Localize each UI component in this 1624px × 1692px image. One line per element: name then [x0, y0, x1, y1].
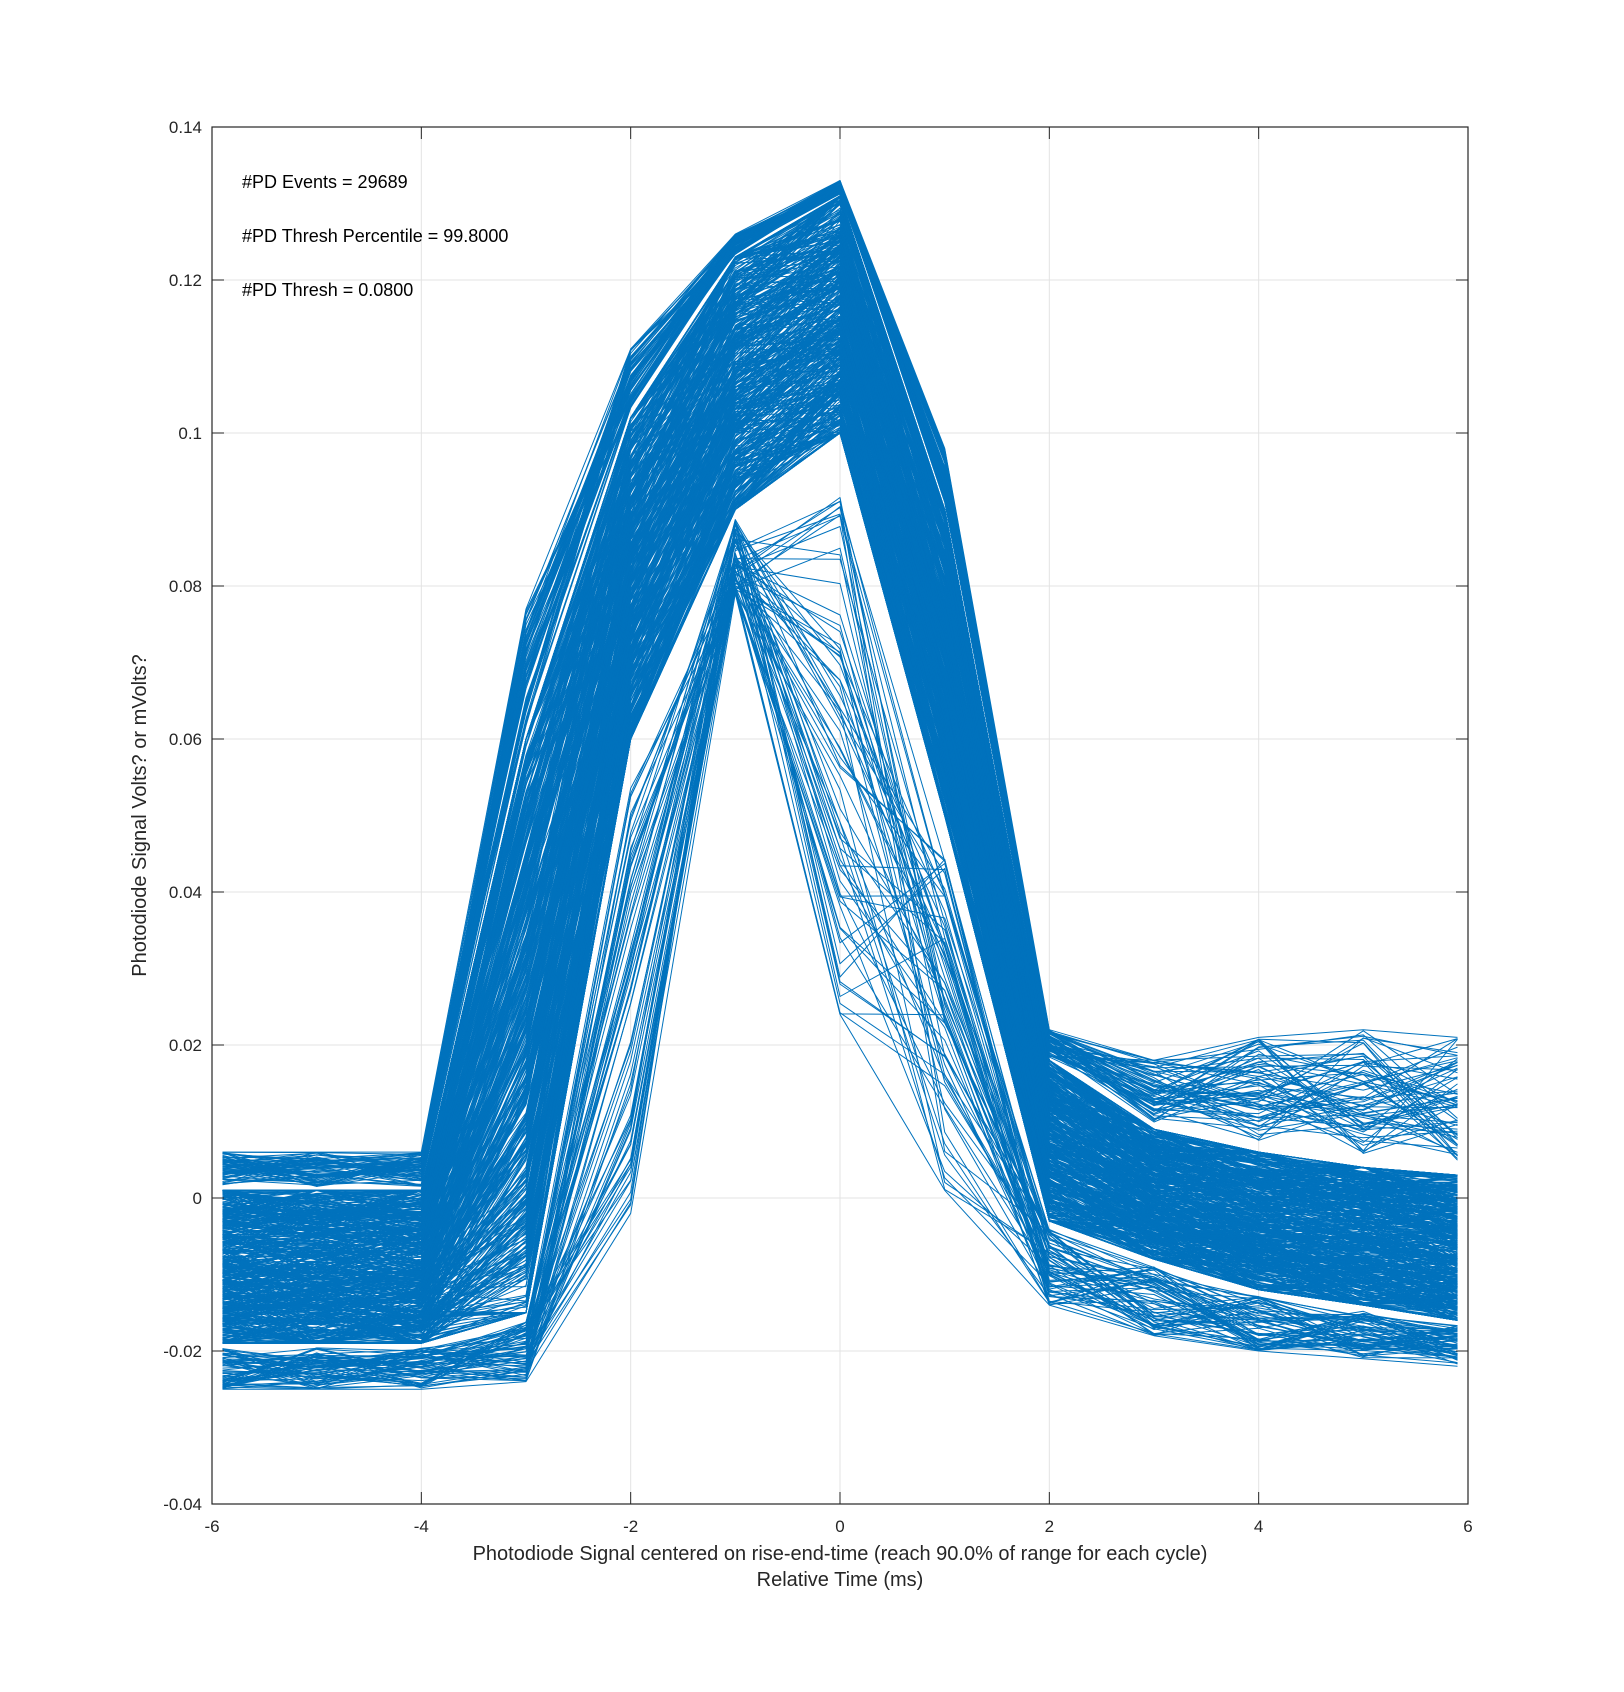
- series-line: [222, 558, 1458, 1382]
- series-line: [222, 284, 1458, 1279]
- series-line: [222, 522, 1458, 1383]
- series-lines: [222, 180, 1458, 1390]
- x-tick-label: -6: [204, 1517, 219, 1536]
- y-tick-label: 0.06: [169, 730, 202, 749]
- series-line: [222, 317, 1458, 1301]
- series-line: [222, 390, 1458, 1315]
- x-tick-label: 6: [1463, 1517, 1472, 1536]
- series-line: [222, 299, 1458, 1276]
- series-line: [222, 326, 1458, 1305]
- series-line: [222, 268, 1458, 1228]
- series-line: [222, 582, 1458, 1367]
- series-line: [222, 345, 1458, 1283]
- series-line: [222, 392, 1458, 1331]
- series-line: [222, 211, 1458, 1224]
- series-line: [222, 280, 1458, 1278]
- series-line: [222, 528, 1458, 1389]
- series-line: [222, 255, 1458, 1245]
- series-line: [222, 192, 1458, 1178]
- series-line: [222, 577, 1458, 1381]
- series-line: [222, 216, 1458, 1240]
- series-line: [222, 388, 1458, 1340]
- y-tick-label: -0.04: [163, 1495, 202, 1514]
- series-line: [222, 265, 1458, 1258]
- series-line: [222, 367, 1458, 1294]
- series-line: [222, 553, 1458, 1369]
- series-line: [222, 272, 1458, 1255]
- x-tick-label: 2: [1045, 1517, 1054, 1536]
- series-line: [222, 593, 1458, 1390]
- series-line: [222, 533, 1458, 1389]
- series-line: [222, 288, 1458, 1239]
- y-tick-label: 0: [193, 1189, 202, 1208]
- series-line: [222, 531, 1458, 1378]
- series-line: [222, 422, 1458, 1332]
- x-tick-labels: -6 -4 -2 0 2 4 6: [204, 1517, 1472, 1536]
- y-tick-label: -0.02: [163, 1342, 202, 1361]
- x-axis-sublabel: Relative Time (ms): [757, 1569, 924, 1591]
- series-line: [222, 190, 1458, 1176]
- y-tick-labels: -0.04 -0.02 0 0.02 0.04 0.06 0.08 0.1 0.12 0.14: [163, 118, 202, 1514]
- y-tick-label: 0.1: [178, 424, 202, 443]
- y-axis-label: Photodiode Signal Volts? or mVolts?: [129, 654, 151, 976]
- series-line: [222, 406, 1458, 1344]
- series-line: [222, 524, 1458, 1373]
- series-line: [222, 396, 1458, 1326]
- y-tick-label: 0.14: [169, 118, 202, 137]
- series-line: [222, 227, 1458, 1264]
- series-line: [222, 187, 1458, 1161]
- series-line: [222, 210, 1458, 1239]
- x-axis-label: Photodiode Signal centered on rise-end-t…: [473, 1543, 1208, 1565]
- series-line: [222, 526, 1458, 1384]
- series-line: [222, 538, 1458, 1384]
- series-line: [222, 180, 1458, 1153]
- series-line: [222, 519, 1458, 1386]
- series-line: [222, 245, 1458, 1231]
- series-line: [222, 418, 1458, 1344]
- series-line: [222, 220, 1458, 1243]
- series-line: [222, 577, 1458, 1389]
- series-line: [222, 585, 1458, 1362]
- annotation-text: #PD Thresh Percentile = 99.8000: [242, 226, 508, 246]
- series-line: [222, 184, 1458, 1186]
- series-line: [222, 343, 1458, 1287]
- y-tick-label: 0.02: [169, 1036, 202, 1055]
- x-tick-label: 0: [835, 1517, 844, 1536]
- series-line: [222, 337, 1458, 1275]
- series-line: [222, 396, 1458, 1344]
- axis-ticks: [211, 126, 1469, 1505]
- x-tick-label: -2: [623, 1517, 638, 1536]
- x-tick-label: -4: [414, 1517, 429, 1536]
- series-line: [222, 262, 1458, 1277]
- annotation-text: #PD Thresh = 0.0800: [242, 280, 413, 300]
- series-line: [222, 213, 1458, 1213]
- y-tick-label: 0.12: [169, 271, 202, 290]
- series-line: [222, 384, 1458, 1339]
- series-line: [222, 515, 1458, 1378]
- y-tick-label: 0.08: [169, 577, 202, 596]
- series-line: [222, 557, 1458, 1365]
- y-tick-label: 0.04: [169, 883, 202, 902]
- series-line: [222, 560, 1458, 1382]
- annotation-text: #PD Events = 29689: [242, 172, 408, 192]
- x-tick-label: 4: [1254, 1517, 1263, 1536]
- series-line: [222, 298, 1458, 1264]
- series-line: [222, 579, 1458, 1387]
- series-line: [222, 186, 1458, 1179]
- series-line: [222, 585, 1458, 1389]
- annotations: #PD Events = 29689 #PD Thresh Percentile …: [242, 172, 508, 300]
